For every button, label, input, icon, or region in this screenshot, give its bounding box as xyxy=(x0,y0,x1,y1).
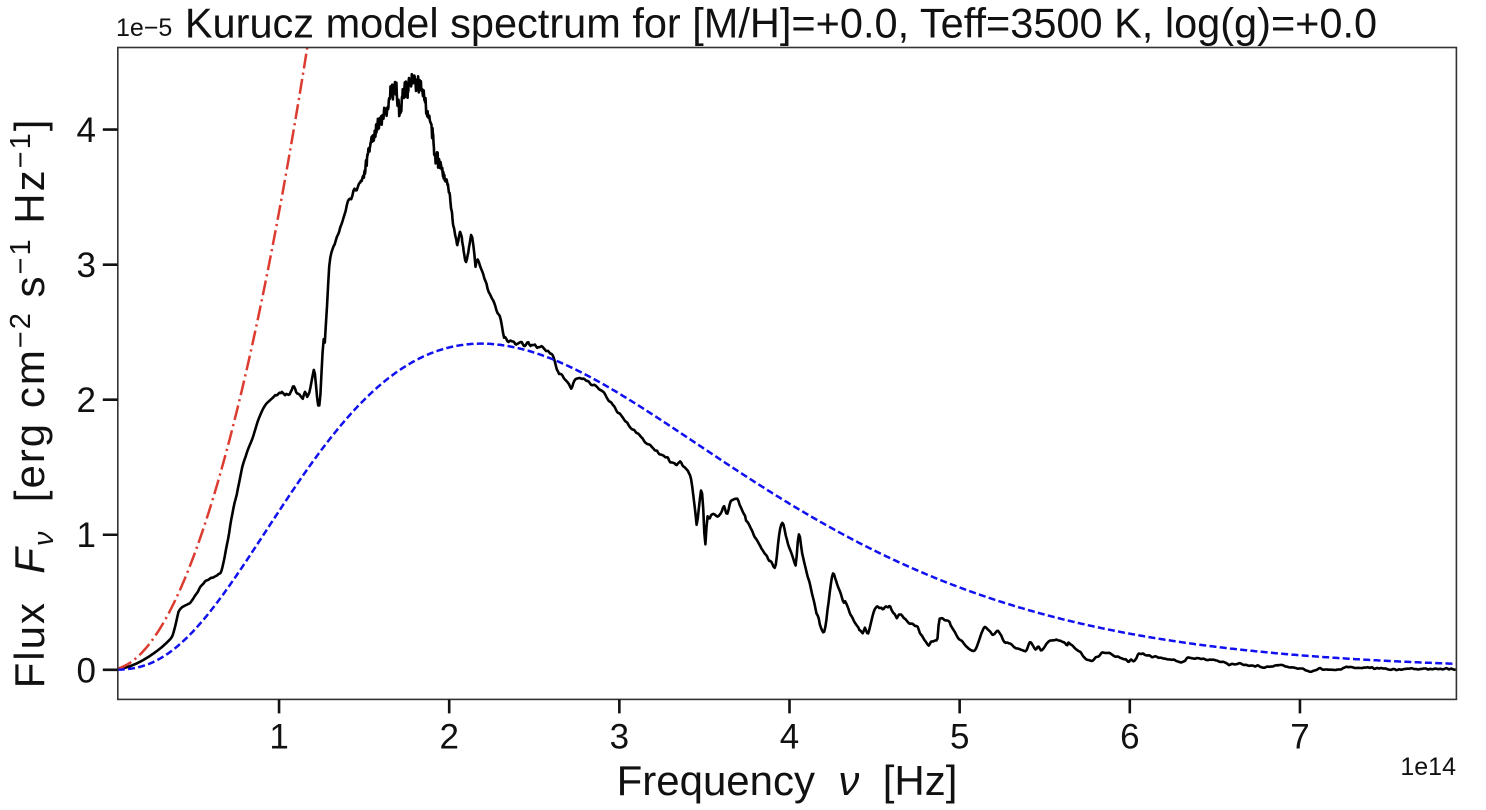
svg-text:3: 3 xyxy=(77,246,96,285)
svg-text:6: 6 xyxy=(1120,718,1139,757)
svg-text:Kurucz model spectrum for [M/H: Kurucz model spectrum for [M/H]=+0.0, Te… xyxy=(185,0,1377,47)
svg-text:4: 4 xyxy=(780,718,799,757)
svg-text:3: 3 xyxy=(610,718,629,757)
svg-text:0: 0 xyxy=(77,651,96,690)
svg-text:5: 5 xyxy=(950,718,969,757)
svg-text:2: 2 xyxy=(439,718,458,757)
svg-text:1: 1 xyxy=(269,718,288,757)
svg-text:1: 1 xyxy=(77,516,96,555)
svg-text:1e−5: 1e−5 xyxy=(116,14,172,42)
svg-text:7: 7 xyxy=(1290,718,1309,757)
svg-text:4: 4 xyxy=(77,111,96,150)
svg-text:Flux Fν [erg cm−2 s−1 Hz−1]: Flux Fν [erg cm−2 s−1 Hz−1] xyxy=(5,118,60,689)
svg-text:Frequency ν [Hz]: Frequency ν [Hz] xyxy=(617,757,958,804)
svg-text:1e14: 1e14 xyxy=(1400,753,1456,781)
svg-text:2: 2 xyxy=(77,381,96,420)
